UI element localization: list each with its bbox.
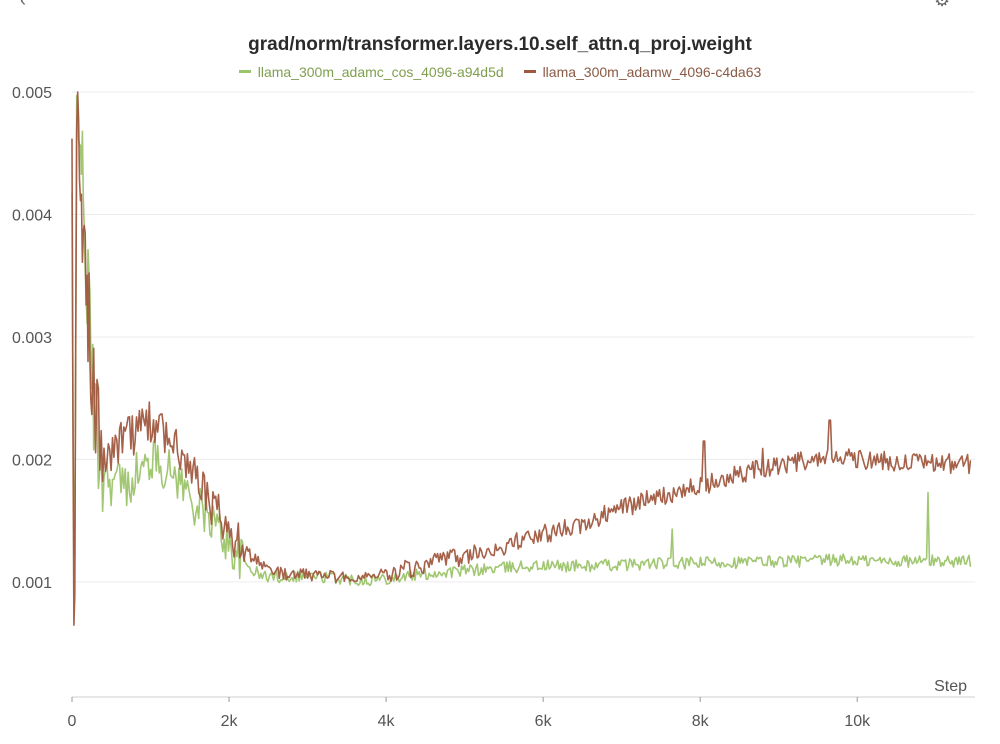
legend-swatch-adamw bbox=[523, 69, 536, 73]
legend-item-adamw[interactable]: llama_300m_adamw_4096-c4da63 bbox=[523, 64, 762, 80]
series-line-adamc bbox=[71, 94, 972, 587]
legend: llama_300m_adamc_cos_4096-a94d5d llama_3… bbox=[0, 64, 1000, 80]
series-line-adamw bbox=[71, 91, 972, 626]
back-icon[interactable]: ‹ bbox=[20, 0, 26, 10]
y-tick-label: 0.005 bbox=[12, 85, 52, 102]
legend-label-adamw: llama_300m_adamw_4096-c4da63 bbox=[542, 64, 762, 80]
x-tick-label: 2k bbox=[221, 713, 239, 730]
x-tick-label: 10k bbox=[844, 713, 871, 730]
y-tick-label: 0.004 bbox=[12, 207, 52, 224]
x-tick-label: 8k bbox=[692, 713, 710, 730]
chart-title: grad/norm/transformer.layers.10.self_att… bbox=[248, 34, 752, 55]
legend-label-adamc: llama_300m_adamc_cos_4096-a94d5d bbox=[257, 64, 504, 80]
y-tick-label: 0.002 bbox=[12, 452, 52, 469]
settings-icon[interactable]: ⚙ bbox=[934, 0, 951, 10]
legend-swatch-adamc bbox=[238, 69, 251, 73]
x-tick-label: 0 bbox=[68, 713, 77, 730]
x-tick-label: 6k bbox=[535, 713, 553, 730]
x-axis-label: Step bbox=[934, 678, 967, 695]
legend-item-adamc[interactable]: llama_300m_adamc_cos_4096-a94d5d bbox=[238, 64, 504, 80]
x-tick-label: 4k bbox=[378, 713, 396, 730]
y-tick-label: 0.003 bbox=[12, 330, 52, 347]
y-tick-label: 0.001 bbox=[12, 575, 52, 592]
